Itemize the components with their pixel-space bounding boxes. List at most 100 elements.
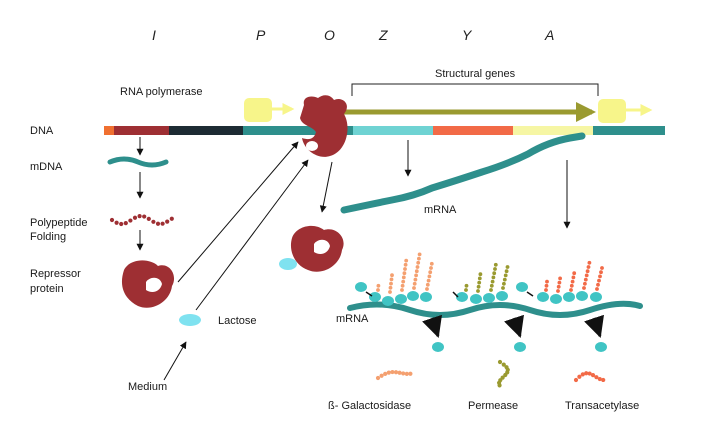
polypeptide-bead — [137, 213, 142, 219]
repressor-lactose-complex — [279, 225, 344, 272]
polypeptide-bead — [160, 221, 165, 226]
peptide-bead — [570, 279, 575, 284]
peptide-bead — [426, 278, 431, 283]
peptide-bead — [569, 283, 574, 288]
transacetylase-product-bead — [577, 374, 582, 379]
peptide-bead — [544, 283, 549, 288]
small-arrow — [452, 291, 459, 298]
gene-letter-o: O — [324, 27, 335, 43]
peptide-bead — [464, 283, 469, 288]
peptide-bead — [544, 288, 548, 292]
peptide-bead — [389, 281, 393, 286]
peptide-bead — [491, 275, 496, 280]
polypeptide-bead — [146, 216, 151, 221]
polypeptide-label-line2: Folding — [30, 231, 66, 243]
transacetylase-product-bead — [584, 371, 589, 376]
release-arrow — [422, 314, 442, 338]
peptide-bead — [388, 290, 392, 294]
polypeptide-bead — [123, 221, 128, 226]
peptide-bead — [490, 279, 495, 284]
peptide-bead — [502, 277, 507, 282]
peptide-bead — [416, 260, 421, 265]
ribosome — [470, 294, 482, 304]
peptide-bead — [414, 273, 418, 278]
peptide-bead — [598, 274, 602, 279]
peptide-bead — [502, 281, 506, 286]
polypeptide-bead — [109, 217, 115, 223]
dna-strand — [104, 126, 665, 135]
ribosome — [590, 292, 602, 302]
gene-letter-y: Y — [462, 27, 473, 43]
ribosome — [369, 292, 381, 302]
dna-end-segment — [593, 126, 665, 135]
mrna-strand-bottom — [347, 300, 643, 318]
peptide-bead — [388, 285, 393, 290]
repressor-label-line2: protein — [30, 283, 64, 295]
mdna-strand — [107, 156, 169, 168]
galactosidase-product-bead — [393, 370, 399, 375]
ribosome — [355, 282, 367, 292]
polypeptide-bead — [132, 215, 138, 220]
transacetylase-product-bead — [573, 377, 579, 383]
peptide-bead — [583, 277, 588, 282]
transacetylase-product-bead — [601, 377, 606, 383]
peptide-bead — [477, 276, 482, 281]
galactosidase-product-bead — [397, 370, 402, 375]
ribosome — [407, 291, 419, 301]
polypeptide-bead — [169, 216, 174, 221]
galactosidase-product-bead — [379, 373, 384, 378]
gene-letter-z: Z — [378, 27, 388, 43]
peptide-bead — [505, 265, 510, 269]
gene-y-segment — [433, 126, 513, 135]
peptide-bead — [587, 260, 592, 265]
transacetylase-product-bead — [580, 372, 585, 377]
peptide-bead — [596, 282, 600, 287]
peptide-bead — [583, 281, 587, 286]
galactosidase-product-bead — [375, 375, 381, 381]
ribosome — [483, 293, 495, 303]
released-ribosome — [432, 342, 444, 352]
gene-i-segment — [114, 126, 169, 135]
peptide-bead — [571, 275, 576, 280]
peptide-bead — [556, 289, 560, 293]
peptide-bead — [504, 269, 509, 274]
peptide-bead — [414, 269, 419, 274]
peptide-bead — [429, 266, 433, 270]
peptide-bead — [600, 266, 604, 270]
peptide-bead — [476, 284, 481, 289]
released-ribosome — [514, 342, 526, 352]
ribosome — [576, 291, 588, 301]
gene-letter-p: P — [256, 27, 266, 43]
galactosidase-product-bead — [383, 371, 388, 376]
peptide-bead — [400, 288, 404, 292]
peptide-bead — [569, 288, 573, 292]
peptide-bead — [586, 265, 591, 269]
polypeptide-bead — [165, 219, 170, 224]
rna-polymerase-left — [244, 98, 295, 122]
polypeptide-label-line1: Polypeptide — [30, 217, 88, 229]
mrna-strand-top — [340, 132, 586, 214]
translation-group — [355, 252, 607, 388]
peptide-bead — [417, 256, 421, 261]
ribosome — [496, 291, 508, 301]
small-arrow — [526, 291, 534, 297]
lactose-label: Lactose — [218, 315, 257, 327]
peptide-bead — [501, 286, 505, 290]
peptide-bead — [595, 287, 599, 291]
peptide-bead — [584, 273, 589, 278]
dna-label: DNA — [30, 125, 54, 137]
permease-product-bead — [497, 383, 502, 388]
galactosidase-product-bead — [386, 370, 391, 375]
release-arrow — [584, 314, 604, 338]
mdna-label: mDNA — [30, 161, 63, 173]
gene-z-segment — [353, 126, 433, 135]
transacetylase-product-bead — [587, 371, 592, 376]
ribosome — [563, 292, 575, 302]
peptide-bead — [412, 281, 417, 286]
gene-letters: I P O Z Y A — [152, 27, 554, 43]
mrna-top-label: mRNA — [424, 204, 457, 216]
peptide-bead — [556, 284, 561, 289]
peptide-bead — [403, 262, 408, 267]
polypeptide-bead — [114, 220, 119, 225]
